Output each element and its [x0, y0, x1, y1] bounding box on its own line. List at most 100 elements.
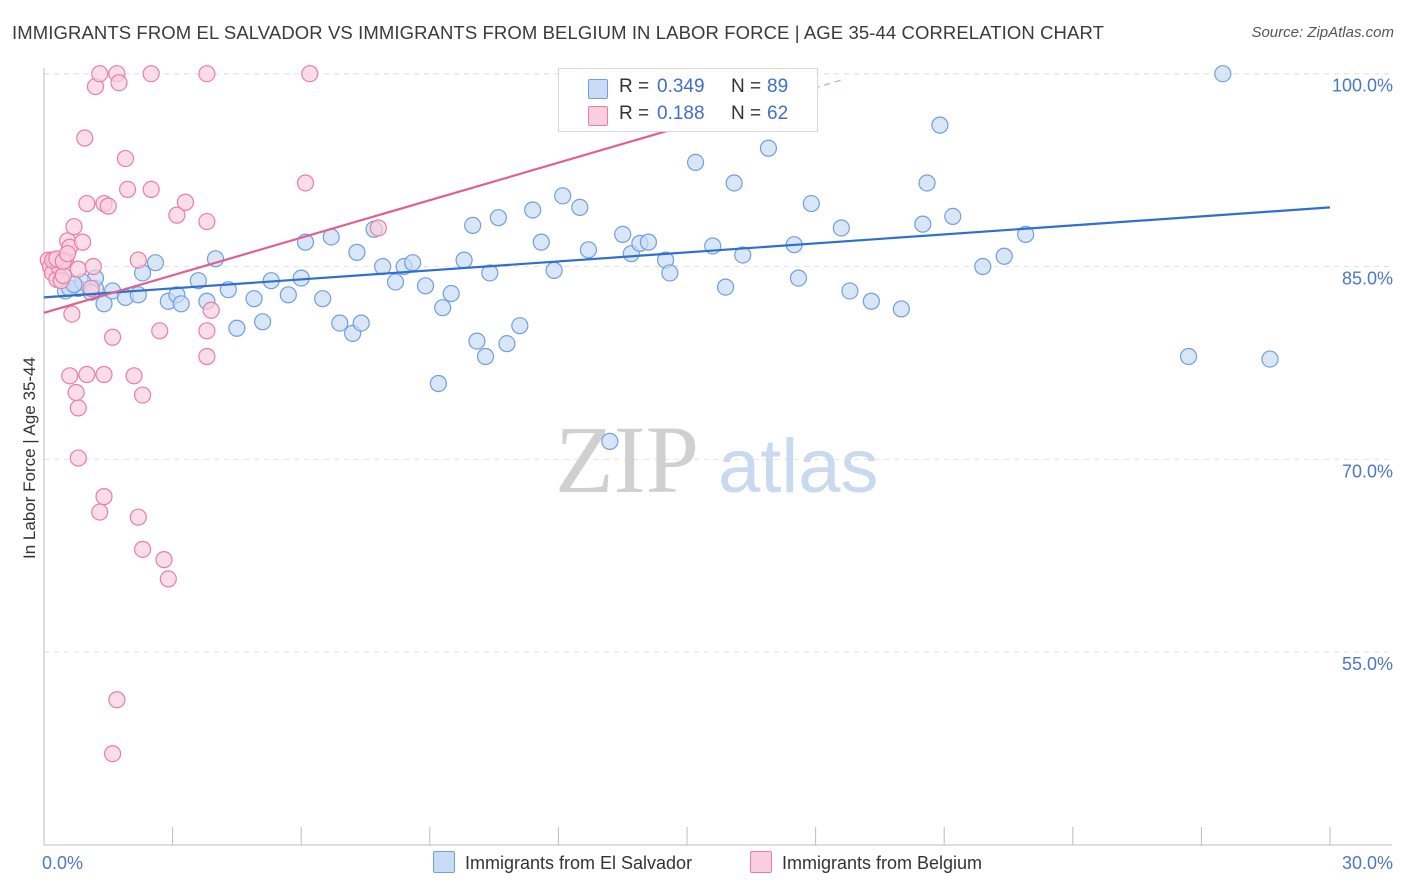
- data-point: [69, 260, 87, 278]
- data-point: [725, 174, 743, 192]
- data-point: [841, 282, 859, 300]
- data-point: [91, 503, 109, 521]
- data-point: [352, 314, 370, 332]
- data-point: [116, 149, 135, 168]
- data-point: [133, 540, 152, 558]
- data-point: [571, 198, 589, 216]
- data-point: [434, 299, 452, 317]
- data-point: [404, 254, 422, 272]
- data-point: [464, 216, 482, 234]
- y-tick-label: 55.0%: [1342, 654, 1393, 674]
- data-point: [892, 300, 910, 318]
- data-point: [481, 264, 499, 282]
- data-point: [1017, 225, 1035, 243]
- data-point: [579, 241, 598, 259]
- data-point: [129, 508, 147, 526]
- data-point: [455, 251, 473, 269]
- x-tick-label: 30.0%: [1342, 853, 1393, 873]
- data-point: [1214, 65, 1232, 83]
- legend-r-label: R =: [619, 76, 650, 97]
- watermark-zip: ZIP: [555, 406, 699, 513]
- y-tick-label: 85.0%: [1342, 269, 1393, 289]
- data-point: [95, 365, 113, 384]
- data-point: [82, 279, 100, 297]
- data-point: [146, 254, 165, 272]
- data-point: [61, 367, 79, 385]
- legend-n-label: N =: [731, 103, 762, 124]
- data-point: [789, 269, 808, 287]
- bottom-legend-belgium: Immigrants from Belgium: [750, 851, 982, 874]
- data-point: [129, 286, 147, 304]
- data-point: [103, 328, 122, 346]
- data-point: [95, 488, 113, 506]
- bottom-legend-swatch-el-salvador: [433, 851, 455, 873]
- data-point: [545, 261, 563, 279]
- stats-legend: R = 0.349 N = 89 R = 0.188 N = 62: [558, 68, 818, 132]
- bottom-legend-el-salvador: Immigrants from El Salvador: [433, 851, 692, 874]
- legend-n-value: 89: [767, 76, 789, 97]
- data-point: [172, 295, 190, 313]
- data-point: [716, 278, 735, 296]
- data-point: [78, 365, 96, 384]
- x-tick-label: 0.0%: [42, 853, 83, 873]
- data-point: [142, 65, 160, 83]
- data-point: [524, 201, 542, 219]
- data-point: [133, 386, 152, 404]
- data-point: [69, 449, 87, 467]
- data-point: [1261, 350, 1279, 368]
- data-point: [108, 691, 126, 709]
- data-point: [601, 432, 619, 450]
- watermark-atlas: atlas: [718, 424, 879, 509]
- data-point: [155, 551, 173, 569]
- y-tick-label: 70.0%: [1342, 461, 1393, 481]
- data-point: [198, 322, 216, 340]
- data-point: [67, 383, 85, 402]
- data-point: [995, 247, 1013, 265]
- tick-labels: 55.0% 70.0% 85.0% 100.0% 0.0% 30.0%: [42, 76, 1393, 873]
- data-point: [614, 225, 632, 243]
- data-point: [348, 243, 366, 261]
- data-point: [202, 301, 220, 319]
- data-point: [129, 251, 147, 269]
- trend-line-belgium: [43, 124, 688, 314]
- data-point: [228, 319, 246, 337]
- data-point: [279, 286, 297, 304]
- data-point: [125, 367, 143, 385]
- data-point: [686, 153, 705, 172]
- data-point: [931, 116, 949, 134]
- data-point: [554, 187, 572, 205]
- data-point: [84, 257, 102, 276]
- legend-row-belgium: R = 0.188 N = 62: [559, 102, 817, 128]
- legend-r-value: 0.188: [657, 103, 705, 124]
- data-point: [918, 174, 936, 192]
- data-point: [78, 194, 96, 213]
- data-point: [301, 65, 319, 83]
- data-point: [65, 218, 83, 236]
- data-point: [759, 139, 778, 157]
- data-point: [369, 219, 387, 237]
- legend-row-el-salvador: R = 0.349 N = 89: [559, 75, 817, 101]
- data-point: [489, 209, 507, 227]
- data-point: [176, 193, 195, 211]
- legend-r-value: 0.349: [657, 76, 705, 97]
- trend-line-el-salvador: [43, 206, 1331, 299]
- legend-r-label: R =: [619, 103, 650, 124]
- data-point: [511, 317, 529, 335]
- data-point: [944, 207, 962, 225]
- axes: [43, 68, 1392, 846]
- data-point: [429, 374, 447, 393]
- data-point: [142, 180, 160, 199]
- bottom-legend-label-el-salvador: Immigrants from El Salvador: [465, 853, 693, 873]
- data-point: [914, 215, 932, 233]
- bottom-legend-label-belgium: Immigrants from Belgium: [782, 853, 983, 873]
- data-point: [386, 273, 405, 291]
- data-point: [442, 284, 460, 303]
- data-point: [832, 219, 850, 237]
- data-point: [69, 399, 87, 417]
- data-point: [476, 347, 495, 366]
- chart-title: IMMIGRANTS FROM EL SALVADOR VS IMMIGRANT…: [12, 22, 1104, 43]
- data-point: [974, 257, 992, 276]
- series-belgium: [39, 65, 387, 763]
- data-point: [661, 264, 679, 282]
